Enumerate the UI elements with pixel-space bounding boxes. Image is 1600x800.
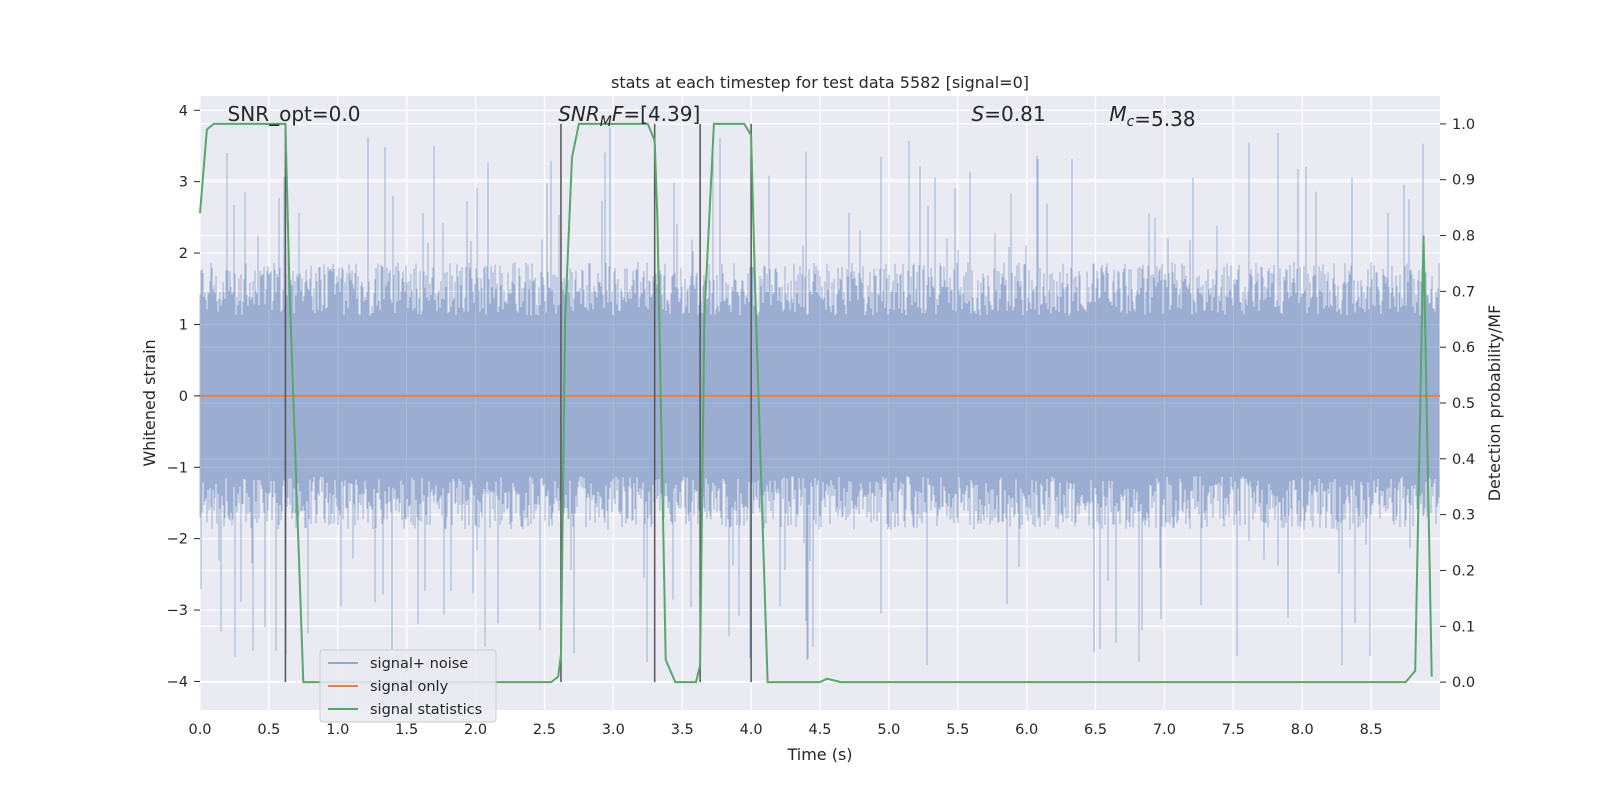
y-tick-label: 3	[179, 175, 188, 191]
annotation: Mc=5.38	[1109, 102, 1195, 131]
chart-title: stats at each timestep for test data 558…	[611, 73, 1029, 92]
x-axis-label: Time (s)	[786, 745, 852, 764]
annotation: SNRMF=[4.39]	[558, 102, 700, 130]
x-tick-label: 5.5	[946, 722, 969, 738]
y2-tick-label: 0.5	[1452, 396, 1475, 412]
annotation: S=0.81	[972, 102, 1046, 126]
x-tick-label: 2.0	[464, 722, 487, 738]
y2-tick-label: 0.2	[1452, 563, 1475, 579]
y2-tick-label: 0.8	[1452, 229, 1475, 245]
x-tick-label: 0.0	[188, 722, 211, 738]
y2-tick-label: 0.9	[1452, 173, 1475, 189]
x-tick-label: 7.5	[1222, 722, 1245, 738]
x-tick-label: 7.0	[1153, 722, 1176, 738]
y-tick-label: 4	[179, 103, 188, 119]
y2-tick-label: 1.0	[1452, 117, 1475, 133]
y-tick-label: −3	[167, 603, 188, 619]
x-tick-label: 6.0	[1015, 722, 1038, 738]
y2-axis-label: Detection probability/MF	[1485, 305, 1504, 502]
x-tick-label: 3.5	[671, 722, 694, 738]
x-tick-label: 5.0	[877, 722, 900, 738]
y2-tick-label: 0.6	[1452, 340, 1475, 356]
y-tick-label: 1	[179, 317, 188, 333]
annotation: SNR_opt=0.0	[228, 102, 361, 126]
ticks: 0.0 0.5 1.0 1.5 2.0 2.5 3.0 3.5 4.0 4.5 5.0 5.5 6.0 6…	[167, 103, 1475, 738]
x-tick-label: 6.5	[1084, 722, 1107, 738]
legend: signal+ noise signal only signal statist…	[319, 649, 497, 723]
x-tick-label: 3.0	[602, 722, 625, 738]
legend-label-signal: signal only	[370, 679, 449, 695]
y-tick-label: 2	[179, 246, 188, 262]
y-tick-label: −2	[167, 532, 188, 548]
x-tick-label: 8.0	[1291, 722, 1314, 738]
x-tick-label: 4.5	[808, 722, 831, 738]
y-axis-label: Whitened strain	[140, 339, 159, 466]
y2-tick-label: 0.1	[1452, 619, 1475, 635]
y2-tick-label: 0.4	[1452, 452, 1475, 468]
x-tick-label: 4.0	[740, 722, 763, 738]
x-tick-label: 2.5	[533, 722, 556, 738]
y2-tick-label: 0.0	[1452, 675, 1475, 691]
y-tick-label: −1	[167, 460, 188, 476]
y-tick-label: 0	[179, 389, 188, 405]
x-tick-label: 8.5	[1360, 722, 1383, 738]
y-tick-label: −4	[167, 674, 188, 690]
legend-label-noise: signal+ noise	[370, 656, 468, 672]
legend-box	[319, 649, 497, 723]
x-tick-label: 0.5	[257, 722, 280, 738]
y2-tick-label: 0.3	[1452, 508, 1475, 524]
annotations: SNR_opt=0.0 SNRMF=[4.39] S=0.81 Mc=5.38	[228, 102, 1196, 131]
y2-tick-label: 0.7	[1452, 284, 1475, 300]
signal-statistics-line	[199, 122, 1433, 684]
x-tick-label: 1.5	[395, 722, 418, 738]
legend-label-stats: signal statistics	[370, 702, 482, 718]
x-tick-label: 1.0	[326, 722, 349, 738]
